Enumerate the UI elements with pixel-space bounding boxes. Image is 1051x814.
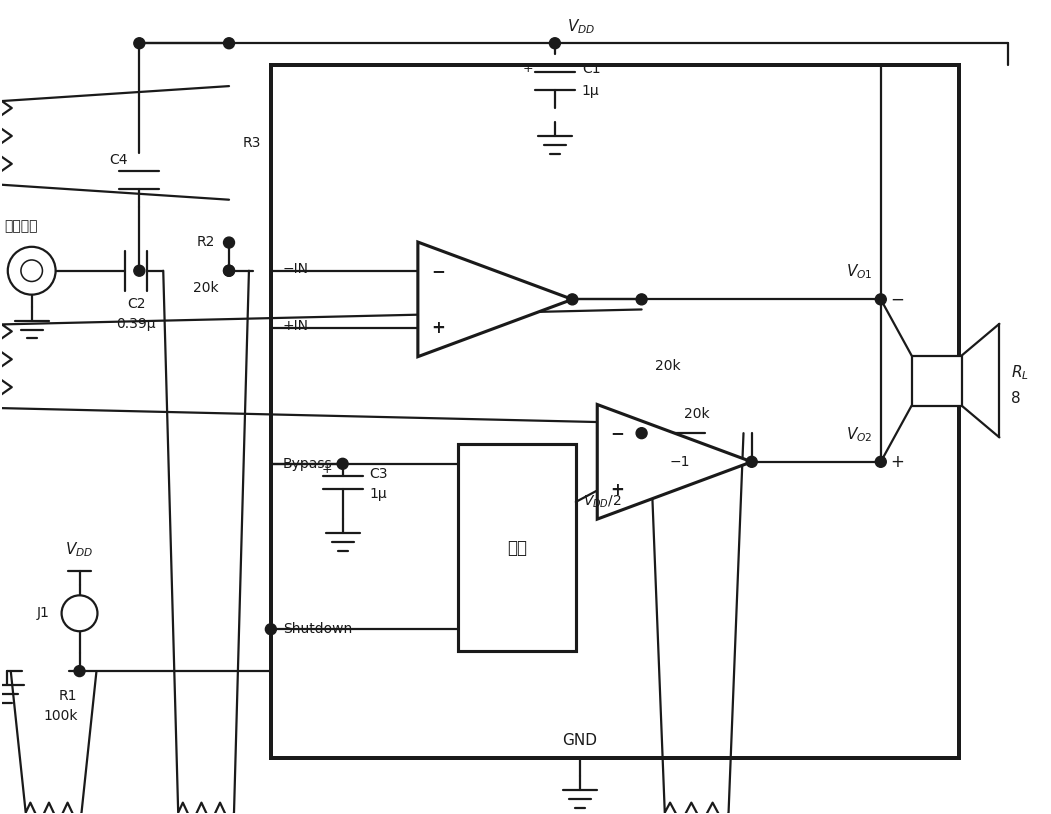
Circle shape <box>636 427 647 439</box>
Text: Shutdown: Shutdown <box>283 622 352 637</box>
Text: +: + <box>891 453 905 470</box>
Text: −: − <box>611 424 624 442</box>
Circle shape <box>133 265 145 276</box>
Text: C3: C3 <box>370 466 388 481</box>
Circle shape <box>636 294 647 305</box>
Text: $V_{O2}$: $V_{O2}$ <box>846 425 872 444</box>
Circle shape <box>224 37 234 49</box>
Text: $V_{DD}/2$: $V_{DD}/2$ <box>583 494 621 510</box>
Text: GND: GND <box>562 733 597 748</box>
Circle shape <box>566 294 578 305</box>
Circle shape <box>224 265 234 276</box>
Circle shape <box>133 37 145 49</box>
Text: 音频输入: 音频输入 <box>4 219 37 233</box>
Polygon shape <box>418 242 573 357</box>
FancyBboxPatch shape <box>458 444 576 651</box>
Text: 偏置: 偏置 <box>507 539 527 557</box>
Text: −: − <box>431 262 445 280</box>
Text: $V_{O1}$: $V_{O1}$ <box>846 263 872 282</box>
Text: J1: J1 <box>37 606 49 620</box>
FancyBboxPatch shape <box>271 65 959 758</box>
Polygon shape <box>597 405 751 519</box>
Text: $V_{DD}$: $V_{DD}$ <box>65 540 94 559</box>
Text: +: + <box>431 319 445 337</box>
Circle shape <box>875 294 886 305</box>
Text: C1: C1 <box>582 62 600 77</box>
Text: +: + <box>611 481 624 500</box>
Text: 0.39μ: 0.39μ <box>117 317 157 330</box>
Text: 8: 8 <box>1011 391 1021 406</box>
Circle shape <box>550 37 560 49</box>
Circle shape <box>875 457 886 467</box>
Circle shape <box>746 457 757 467</box>
Circle shape <box>74 666 85 676</box>
Circle shape <box>337 458 348 470</box>
Text: R3: R3 <box>243 136 262 150</box>
Circle shape <box>62 595 98 631</box>
Text: +: + <box>322 463 333 476</box>
Text: 1μ: 1μ <box>582 84 599 98</box>
Text: 100k: 100k <box>43 709 78 723</box>
Text: 20k: 20k <box>655 359 680 374</box>
Text: 20k: 20k <box>193 281 219 295</box>
Text: +: + <box>522 62 533 75</box>
Text: 20k: 20k <box>684 407 709 421</box>
Circle shape <box>7 247 56 295</box>
Text: Bypass: Bypass <box>283 457 332 470</box>
Text: +IN: +IN <box>283 319 309 333</box>
Circle shape <box>224 265 234 276</box>
Text: −: − <box>891 291 905 309</box>
FancyBboxPatch shape <box>911 356 962 405</box>
Text: C4: C4 <box>109 153 127 167</box>
Circle shape <box>266 624 276 635</box>
Text: $V_{DD}$: $V_{DD}$ <box>566 18 595 37</box>
Text: −IN: −IN <box>283 262 309 276</box>
Text: 1μ: 1μ <box>370 487 387 501</box>
Circle shape <box>224 237 234 248</box>
Text: C2: C2 <box>127 296 146 311</box>
Text: R1: R1 <box>59 689 78 703</box>
Text: $R_L$: $R_L$ <box>1011 363 1029 382</box>
Circle shape <box>21 260 42 282</box>
Text: −1: −1 <box>669 455 689 469</box>
Text: R2: R2 <box>197 234 215 249</box>
